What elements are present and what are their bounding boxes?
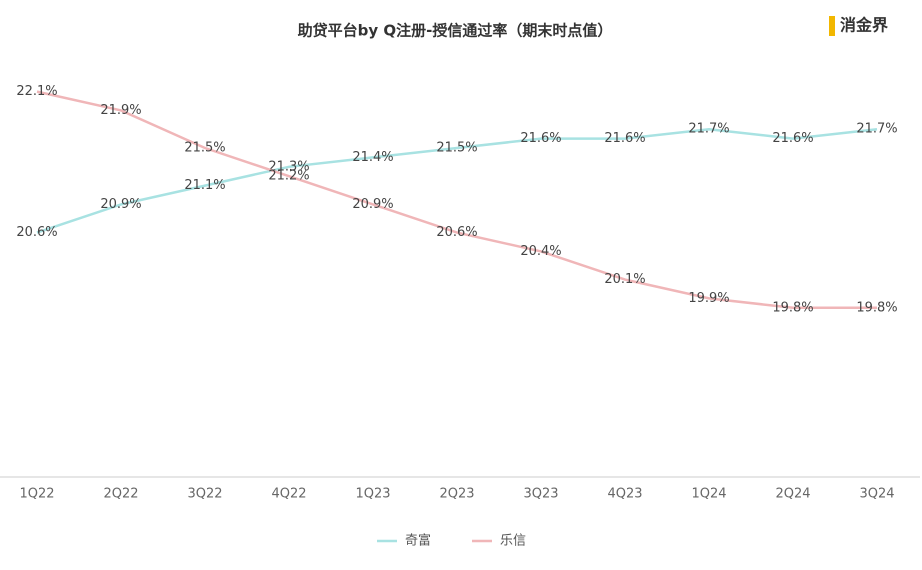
value-label: 20.4%: [520, 244, 561, 259]
x-tick-label: 3Q22: [187, 487, 222, 502]
line: [36, 127, 878, 234]
value-label: 20.9%: [100, 197, 141, 212]
x-tick-label: 2Q24: [775, 487, 810, 502]
x-tick-label: 3Q23: [523, 487, 558, 502]
value-label: 20.6%: [16, 225, 57, 240]
value-label: 21.2%: [268, 169, 309, 184]
x-tick-label: 1Q23: [355, 487, 390, 502]
value-label: 22.1%: [16, 84, 57, 99]
value-label: 21.1%: [184, 178, 225, 193]
value-label: 19.9%: [688, 291, 729, 306]
value-label: 21.5%: [436, 141, 477, 156]
x-tick-label: 2Q22: [103, 487, 138, 502]
value-label: 21.7%: [688, 122, 729, 137]
value-label: 21.9%: [100, 103, 141, 118]
logo: 消金界: [840, 16, 888, 35]
value-label: 21.4%: [352, 150, 393, 165]
x-tick-label: 4Q23: [607, 487, 642, 502]
value-label: 20.6%: [436, 225, 477, 240]
x-tick-label: 3Q24: [859, 487, 894, 502]
value-label: 21.6%: [520, 131, 561, 146]
legend-label: 乐信: [500, 534, 526, 549]
value-label: 20.9%: [352, 197, 393, 212]
value-label: 21.7%: [856, 122, 897, 137]
x-tick-label: 2Q23: [439, 487, 474, 502]
chart-title: 助贷平台by Q注册-授信通过率（期末时点值）: [298, 22, 613, 40]
logo-icon: [829, 16, 835, 36]
value-label: 21.6%: [772, 131, 813, 146]
line: [36, 90, 877, 310]
x-tick-label: 1Q22: [19, 487, 54, 502]
value-label: 21.5%: [184, 141, 225, 156]
value-label: 21.6%: [604, 131, 645, 146]
value-label: 20.1%: [604, 272, 645, 287]
value-label: 21.3%: [268, 159, 309, 174]
x-tick-label: 1Q24: [691, 487, 726, 502]
value-label: 19.8%: [856, 300, 897, 315]
x-tick-label: 4Q22: [271, 487, 306, 502]
legend-label: 奇富: [405, 533, 431, 549]
value-label: 19.8%: [772, 300, 813, 315]
